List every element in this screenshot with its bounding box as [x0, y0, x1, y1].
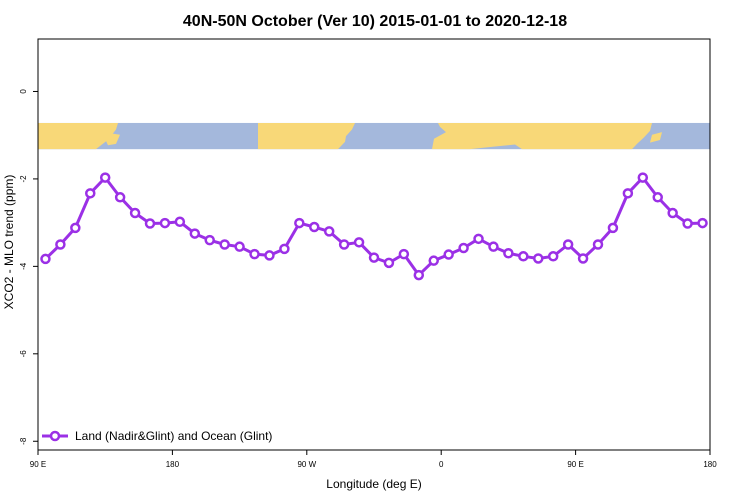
data-point — [622, 188, 634, 199]
data-point — [219, 239, 230, 250]
legend-label: Land (Nadir&Glint) and Ocean (Glint) — [75, 429, 272, 443]
data-point — [652, 192, 663, 203]
data-point — [443, 249, 454, 260]
data-point — [114, 192, 126, 203]
data-point — [413, 269, 425, 281]
data-point — [533, 253, 544, 264]
data-point — [55, 239, 66, 250]
data-point — [279, 243, 290, 255]
map-land-island — [650, 132, 662, 143]
map-land-island — [105, 133, 120, 146]
data-point — [189, 228, 201, 239]
data-point — [458, 242, 469, 254]
data-point — [562, 239, 574, 250]
data-point — [174, 216, 186, 228]
data-point — [682, 218, 693, 229]
data-point — [428, 255, 439, 266]
x-tick-label: 90 W — [297, 460, 316, 469]
data-point — [338, 239, 350, 250]
data-point — [144, 218, 156, 229]
x-tick-label: 0 — [439, 460, 444, 469]
map-land-north-america — [258, 122, 355, 150]
y-tick-label: -2 — [19, 175, 28, 183]
data-point — [697, 217, 708, 229]
data-point — [637, 172, 649, 183]
data-point — [503, 247, 514, 259]
data-point — [40, 253, 51, 265]
legend: Land (Nadir&Glint) and Ocean (Glint) — [42, 429, 272, 443]
map-land-europe-asia — [432, 122, 652, 150]
data-point — [577, 253, 589, 264]
x-tick-label: 180 — [166, 460, 180, 469]
data-point — [518, 251, 529, 262]
plot-border — [37, 38, 711, 451]
data-point — [85, 188, 96, 199]
x-axis: 90 E 180 90 W 0 90 E 180 — [30, 450, 717, 469]
data-point — [607, 222, 619, 234]
chart-title: 40N-50N October (Ver 10) 2015-01-01 to 2… — [183, 13, 567, 30]
data-point — [488, 241, 499, 252]
data-point — [667, 207, 678, 219]
x-tick-label: 90 E — [30, 460, 46, 469]
data-point — [159, 217, 171, 229]
map-land-asia-west — [38, 122, 118, 150]
data-point — [547, 251, 559, 262]
x-tick-label: 180 — [703, 460, 717, 469]
x-tick-label: 90 E — [567, 460, 583, 469]
data-point — [204, 234, 215, 246]
legend-swatch-marker — [49, 430, 61, 442]
data-point — [294, 217, 305, 229]
y-tick-label: -8 — [19, 437, 28, 445]
data-point — [592, 239, 604, 250]
data-point — [99, 172, 111, 183]
data-point — [234, 241, 245, 252]
plot-frame — [37, 38, 711, 451]
data-point — [249, 248, 260, 260]
y-tick-label: 0 — [19, 89, 28, 94]
y-axis: 0 -2 -4 -6 -8 — [19, 89, 38, 445]
data-point — [323, 226, 335, 237]
y-tick-label: -4 — [19, 262, 28, 270]
series-layer — [40, 172, 708, 281]
y-tick-label: -6 — [19, 350, 28, 358]
data-point — [383, 257, 395, 269]
data-point — [368, 252, 380, 263]
data-point — [70, 222, 81, 234]
y-axis-label: XCO2 - MLO trend (ppm) — [2, 175, 16, 310]
map-strip — [38, 122, 710, 150]
data-point — [309, 221, 320, 233]
data-point — [353, 237, 365, 248]
data-point — [264, 250, 275, 261]
data-point — [398, 248, 410, 260]
data-point — [473, 233, 484, 245]
x-axis-label: Longitude (deg E) — [326, 477, 421, 491]
data-point — [129, 207, 141, 219]
